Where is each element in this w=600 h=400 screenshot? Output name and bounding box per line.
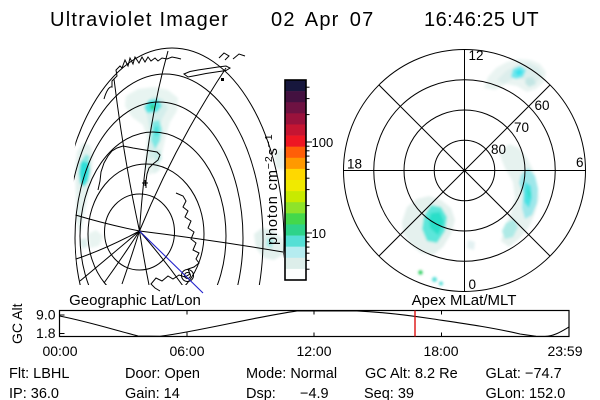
svg-text:70: 70 — [514, 120, 529, 135]
svg-text:18:00: 18:00 — [423, 343, 458, 359]
svg-text:12:00: 12:00 — [296, 343, 331, 359]
svg-text:Apex MLat/MLT: Apex MLat/MLT — [412, 292, 517, 309]
svg-text:Door: Open: Door: Open — [125, 366, 200, 382]
svg-text:Geographic Lat/Lon: Geographic Lat/Lon — [69, 292, 201, 309]
svg-text:IP: 36.0: IP: 36.0 — [9, 386, 59, 400]
svg-text:06:00: 06:00 — [169, 343, 204, 359]
svg-text:02 Apr 07: 02 Apr 07 — [271, 9, 374, 31]
svg-text:GLat: −74.7: GLat: −74.7 — [486, 366, 562, 382]
svg-text:10: 10 — [312, 226, 326, 241]
svg-text:00:00: 00:00 — [42, 343, 77, 359]
svg-text:60: 60 — [535, 98, 550, 113]
svg-text:GC Alt: 8.2 Re: GC Alt: 8.2 Re — [365, 366, 458, 382]
svg-text:100: 100 — [312, 135, 334, 150]
svg-text:Dsp:: Dsp: — [246, 386, 276, 400]
svg-text:80: 80 — [491, 142, 506, 157]
svg-text:GC Alt: GC Alt — [9, 303, 25, 344]
svg-text:Flt: LBHL: Flt: LBHL — [9, 366, 69, 382]
svg-text:Ultraviolet Imager: Ultraviolet Imager — [50, 9, 229, 31]
svg-text:−4.9: −4.9 — [300, 386, 329, 400]
svg-text:12: 12 — [469, 48, 484, 63]
svg-text:9.0: 9.0 — [36, 307, 56, 323]
svg-text:Seq: 39: Seq: 39 — [364, 386, 414, 400]
svg-text:18: 18 — [347, 157, 362, 172]
svg-text:Mode: Normal: Mode: Normal — [246, 366, 337, 382]
svg-text:0: 0 — [469, 277, 477, 292]
svg-text:1.8: 1.8 — [36, 325, 56, 341]
svg-text:GLon: 152.0: GLon: 152.0 — [486, 386, 566, 400]
svg-text:6: 6 — [576, 155, 584, 170]
svg-text:23:59: 23:59 — [547, 343, 582, 359]
svg-text:Gain: 14: Gain: 14 — [125, 386, 180, 400]
svg-text:photon cm−2s−1: photon cm−2s−1 — [263, 133, 281, 245]
svg-text:16:46:25 UT: 16:46:25 UT — [424, 9, 539, 31]
